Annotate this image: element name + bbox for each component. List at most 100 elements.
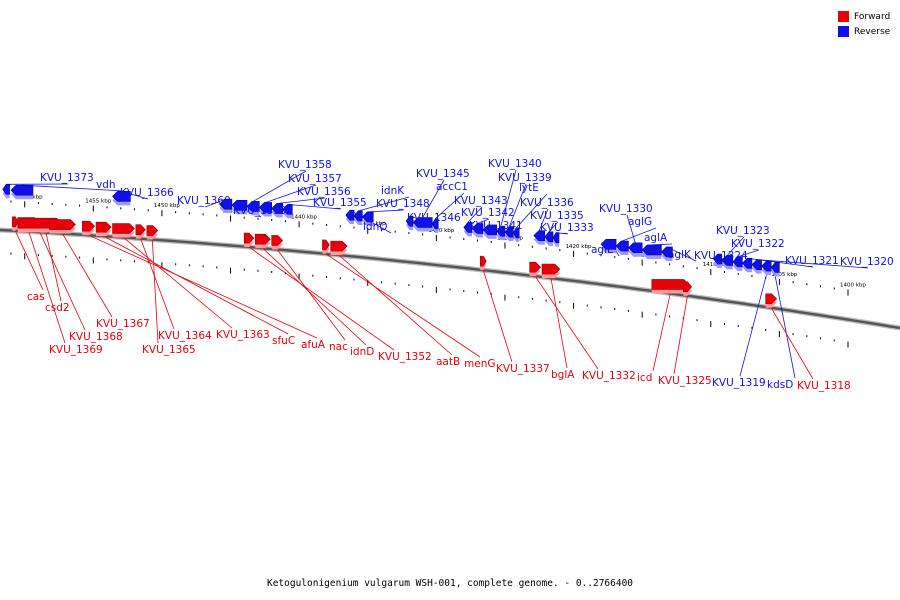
reverse-gene-lytE[interactable]: [512, 227, 520, 242]
gene-label-KVU_1360: KVU_1360: [177, 195, 231, 207]
forward-gene-afuA[interactable]: [82, 220, 96, 236]
leader-line: [756, 259, 869, 269]
reverse-gene-KVU_1339[interactable]: [504, 226, 514, 242]
gene-arrow: [713, 253, 723, 265]
reverse-gene-accC1[interactable]: [431, 218, 439, 233]
gene-label-KVU_1359: KVU_1359: [233, 205, 287, 217]
reverse-gene-KVU_1321[interactable]: [741, 257, 753, 273]
leader-line: [774, 276, 796, 379]
reverse-gene-KVU_1319[interactable]: [761, 260, 772, 276]
gene-label-KVU_1324: KVU_1324: [694, 250, 748, 262]
gene-label-csd2: csd2: [45, 302, 70, 314]
reverse-gene-KVU_1322[interactable]: [732, 256, 743, 271]
leader-line: [325, 253, 481, 358]
reverse-gene-KVU_1358[interactable]: [246, 201, 260, 216]
gene-label-vdh: vdh: [96, 179, 116, 191]
reverse-gene-kdsD[interactable]: [770, 262, 780, 277]
leader-line: [62, 233, 113, 318]
reverse-gene-KVU_1357[interactable]: [258, 202, 272, 217]
forward-gene-idnD[interactable]: [254, 233, 271, 249]
leader-line: [21, 184, 125, 192]
forward-gene-KVU_1365[interactable]: [146, 225, 159, 240]
gene-label-KVU_1369: KVU_1369: [49, 344, 103, 356]
reverse-gene-KVU_1333[interactable]: [552, 232, 560, 247]
gene-label-KVU_1355: KVU_1355: [313, 197, 367, 209]
forward-gene-KVU_1363[interactable]: [112, 223, 135, 238]
gene-label-KVU_1339: KVU_1339: [498, 172, 552, 184]
reverse-gene-KVU_1320[interactable]: [751, 259, 762, 274]
forward-gene-aatB[interactable]: [330, 240, 348, 256]
forward-gene-cas[interactable]: [12, 216, 19, 231]
reverse-gene-aglG[interactable]: [615, 240, 629, 256]
reverse-gene-KVU_1366[interactable]: [112, 191, 131, 206]
forward-gene-menG[interactable]: [322, 239, 330, 254]
leader-line: [39, 232, 86, 331]
reverse-gene-aglK[interactable]: [660, 246, 673, 261]
forward-gene-KVU_1337[interactable]: [479, 255, 487, 271]
gene-label-idnK: idnK: [381, 185, 405, 197]
reverse-gene-KVU_1330[interactable]: [628, 242, 643, 257]
reverse-gene-KVU_1359[interactable]: [231, 199, 248, 215]
gene-label-aglE: aglE: [591, 244, 614, 256]
gene-label-KVU_1348: KVU_1348: [376, 198, 430, 210]
gene-label-KVU_1335: KVU_1335: [530, 210, 584, 222]
gene-arrow: [732, 256, 743, 268]
leader-line: [622, 227, 657, 242]
gene-label-cas: cas: [27, 291, 45, 303]
gene-label-KVU_1363: KVU_1363: [216, 329, 270, 341]
gene-label-KVU_1367: KVU_1367: [96, 318, 150, 330]
leader-line: [434, 192, 465, 220]
gene-arrow: [600, 238, 617, 250]
reverse-gene-KVU_1343[interactable]: [463, 222, 473, 237]
forward-gene-bglA[interactable]: [541, 263, 561, 279]
reverse-gene-KVU_1342[interactable]: [471, 223, 484, 238]
reverse-gene-KVU_1335[interactable]: [544, 231, 554, 246]
forward-gene-KVU_1325[interactable]: [683, 281, 692, 296]
reverse-gene-KVU_1346[interactable]: [405, 215, 414, 231]
gene-arrow: [353, 210, 363, 222]
reverse-gene-KVU_1355[interactable]: [282, 204, 293, 219]
reverse-gene-KVU_1340[interactable]: [496, 225, 506, 241]
reverse-gene-aglA[interactable]: [641, 244, 662, 259]
leader-line: [500, 169, 517, 227]
gene-label-KVU_1366: KVU_1366: [120, 187, 174, 199]
reverse-gene-vdh[interactable]: [10, 184, 34, 200]
leader-line: [626, 214, 636, 243]
gene-label-aglG: aglG: [628, 216, 652, 228]
forward-gene-KVU_1367[interactable]: [49, 219, 76, 234]
gene-track: [2, 184, 780, 308]
reverse-gene-KVU_1356[interactable]: [271, 203, 283, 218]
reverse-gene-idnK[interactable]: [353, 210, 363, 225]
reverse-gene-KVU_1341[interactable]: [482, 224, 498, 239]
forward-gene-KVU_1318[interactable]: [765, 293, 778, 308]
reverse-gene-KVU_1373[interactable]: [2, 184, 10, 199]
gene-arrow: [361, 211, 374, 223]
reverse-gene-idnO[interactable]: [345, 209, 355, 225]
gene-arrow: [741, 257, 753, 269]
reverse-gene-KVU_1360[interactable]: [219, 198, 233, 214]
leader-line: [538, 208, 549, 231]
forward-gene-icd[interactable]: [651, 279, 690, 294]
gene-label-KVU_1342: KVU_1342: [461, 207, 515, 219]
forward-gene-sfuC[interactable]: [95, 221, 112, 237]
reverse-gene-aglE[interactable]: [600, 238, 617, 254]
reverse-gene-KVU_1336[interactable]: [533, 230, 546, 245]
gene-arrow: [529, 261, 542, 273]
gene-arrow: [10, 184, 34, 196]
reverse-gene-KVU_1324[interactable]: [713, 253, 723, 269]
forward-gene-nac[interactable]: [271, 235, 284, 250]
gene-arrow: [243, 232, 255, 244]
reverse-gene-KVU_1348[interactable]: [361, 211, 374, 226]
gene-arrow: [405, 215, 414, 227]
leader-line: [14, 230, 44, 291]
reverse-gene-KVU_1345[interactable]: [412, 217, 433, 232]
reverse-gene-KVU_1323[interactable]: [721, 255, 734, 270]
gene-arrow: [721, 255, 734, 266]
forward-gene-KVU_1332[interactable]: [529, 261, 542, 277]
forward-gene-KVU_1364[interactable]: [135, 224, 146, 239]
gene-label-KVU_1364: KVU_1364: [158, 330, 212, 342]
gene-label-KVU_1337: KVU_1337: [496, 363, 550, 375]
gene-label-afuA: afuA: [301, 339, 326, 351]
forward-gene-KVU_1352[interactable]: [243, 232, 255, 248]
